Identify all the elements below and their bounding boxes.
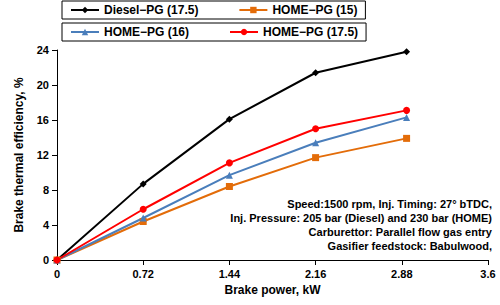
svg-text:16: 16 <box>37 114 49 126</box>
svg-text:0: 0 <box>43 254 49 266</box>
svg-text:2.16: 2.16 <box>305 268 326 280</box>
svg-text:Gasifier feedstock: Babulwood,: Gasifier feedstock: Babulwood, <box>328 240 492 252</box>
svg-text:1.44: 1.44 <box>219 268 241 280</box>
svg-text:Inj. Pressure: 205 bar (Diesel: Inj. Pressure: 205 bar (Diesel) and 230 … <box>230 212 492 224</box>
svg-text:Carburettor: Parallel flow gas: Carburettor: Parallel flow gas entry <box>309 226 493 238</box>
svg-text:0.72: 0.72 <box>132 268 153 280</box>
svg-text:24: 24 <box>37 44 50 56</box>
svg-text:HOME−PG (16): HOME−PG (16) <box>104 25 189 39</box>
svg-text:0: 0 <box>54 268 60 280</box>
svg-text:3.6: 3.6 <box>480 268 495 280</box>
svg-text:8: 8 <box>43 184 49 196</box>
svg-text:HOME−PG (17.5): HOME−PG (17.5) <box>263 25 358 39</box>
svg-text:Speed:1500 rpm, Inj. Timing: 2: Speed:1500 rpm, Inj. Timing: 27° bTDC, <box>287 198 492 210</box>
svg-text:Diesel−PG (17.5): Diesel−PG (17.5) <box>104 3 198 17</box>
svg-text:4: 4 <box>43 219 50 231</box>
svg-text:12: 12 <box>37 149 49 161</box>
svg-text:HOME−PG (15): HOME−PG (15) <box>272 3 357 17</box>
svg-text:Brake power, kW: Brake power, kW <box>224 283 321 297</box>
svg-text:20: 20 <box>37 79 49 91</box>
svg-text:Brake thermal efficiency, %: Brake thermal efficiency, % <box>12 77 26 233</box>
svg-text:2.88: 2.88 <box>391 268 412 280</box>
